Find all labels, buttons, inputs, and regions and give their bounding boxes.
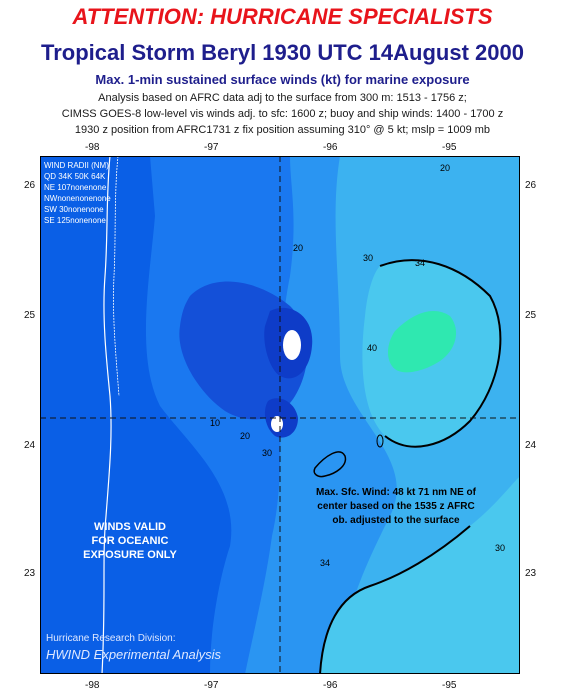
analysis-note-1: Analysis based on AFRC data adj to the s… [98,92,467,104]
lat-tick-right-24: 24 [525,440,537,451]
contour-label: 40 [367,343,377,353]
analysis-note-2: CIMSS GOES-8 low-level vis winds adj. to… [61,108,504,120]
wind-field-map: 20 30 34 40 10 20 30 34 30 20 [40,156,520,674]
lat-tick-right-23: 23 [525,568,537,579]
lon-tick-bottom-97: -97 [204,680,219,691]
attention-banner: ATTENTION: HURRICANE SPECIALISTS [72,4,493,29]
contour-label: 34 [415,258,425,268]
wind-radii-header: QD 34K 50K 64K [44,172,106,181]
validity-line: WINDS VALID [94,521,166,533]
wind-radii-row: SE 125nonenone [44,216,106,225]
max-wind-line: ob. adjusted to the surface [332,515,460,526]
contour-small-ellipse [376,434,384,448]
lon-tick-top-97: -97 [204,142,219,153]
lat-tick-right-25: 25 [525,310,537,321]
wind-radii-row: NWnonenonenone [44,194,111,203]
validity-line: EXPOSURE ONLY [83,549,177,561]
wind-band-34-south [320,476,520,674]
contour-line-34 [379,259,502,448]
contour-label: 30 [363,253,373,263]
contour-label: 10 [210,418,220,428]
wind-radii-table: WIND RADII (NM) QD 34K 50K 64K NE 107non… [44,160,111,226]
lon-tick-top-95: -95 [442,142,457,153]
lon-tick-bottom-98: -98 [85,680,100,691]
lat-tick-right-26: 26 [525,180,537,191]
max-wind-line: center based on the 1535 z AFRC [317,501,475,512]
lon-tick-top-96: -96 [323,142,338,153]
coastline [101,156,112,674]
barrier-island [113,156,120,397]
map-frame [40,156,520,674]
lon-tick-bottom-96: -96 [323,680,338,691]
analysis-note-3: 1930 z position from AFRC1731 z fix posi… [74,124,491,136]
wind-radii-row: SW 30nonenone [44,205,104,214]
lat-tick-left-25: 25 [24,310,36,321]
max-wind-line: Max. Sfc. Wind: 48 kt 71 nm NE of [316,487,476,498]
lat-tick-left-26: 26 [24,180,36,191]
wind-radii-title: WIND RADII (NM) [44,161,109,170]
lon-tick-top-98: -98 [85,142,100,153]
contour-label: 34 [320,558,330,568]
contour-label: 20 [440,163,450,173]
contour-label: 20 [240,431,250,441]
map-subtitle: Max. 1-min sustained surface winds (kt) … [95,72,470,87]
hwind-credit: HWIND Experimental Analysis [46,647,222,662]
contour-line-small-loop [313,451,347,478]
contour-line-34-south [319,525,471,674]
storm-title: Tropical Storm Beryl 1930 UTC 14August 2… [41,40,524,65]
lat-tick-left-24: 24 [24,440,36,451]
wind-radii-row: NE 107nonenone [44,183,107,192]
validity-line: FOR OCEANIC [91,535,169,547]
contour-label: 20 [293,243,303,253]
wind-band-max [388,311,457,373]
lon-tick-bottom-95: -95 [442,680,457,691]
hrd-credit: Hurricane Research Division: [46,633,176,644]
contour-label: 30 [262,448,272,458]
lat-tick-left-23: 23 [24,568,36,579]
max-wind-note: Max. Sfc. Wind: 48 kt 71 nm NE of center… [296,486,496,528]
validity-note: WINDS VALID FOR OCEANIC EXPOSURE ONLY [60,520,200,562]
contour-label: 30 [495,543,505,553]
center-calm-north [283,330,301,360]
